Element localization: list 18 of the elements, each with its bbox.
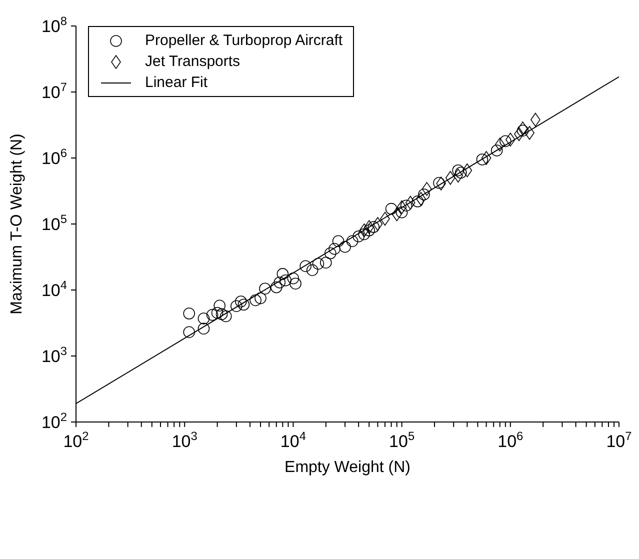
x-tick-label: 10$^{5}$ [389,429,415,451]
x-tick-label: 10$^{7}$ [606,429,632,451]
x-tick-label: 10$^{6}$ [498,429,524,451]
x-tick-label: 10$^{4}$ [280,429,306,451]
y-tick-label: 10$^{2}$ [41,410,68,432]
y-tick-label: 10$^{8}$ [41,14,68,36]
y-axis-title: Maximum T-O Weight (N) [8,134,26,314]
legend-label: Propeller & Turboprop Aircraft [145,32,343,49]
legend-label: Jet Transports [145,53,240,70]
y-tick-label: 10$^{4}$ [41,278,68,300]
y-tick-label: 10$^{7}$ [41,80,68,102]
legend-label: Linear Fit [145,74,208,91]
x-axis-title: Empty Weight (N) [284,459,410,476]
x-tick-label: 10$^{2}$ [63,429,90,451]
y-tick-label: 10$^{3}$ [41,344,68,366]
x-tick-label: 10$^{3}$ [172,429,198,451]
y-tick-label: 10$^{5}$ [41,212,68,234]
y-tick-label: 10$^{6}$ [41,146,68,168]
